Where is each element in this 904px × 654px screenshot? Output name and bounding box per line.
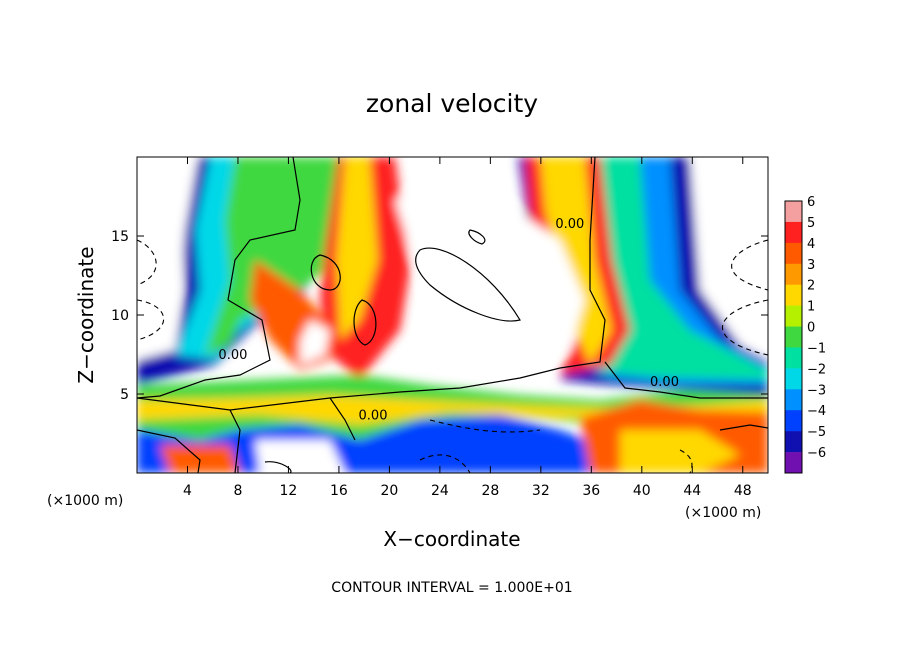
colorbar-label: 6 — [807, 195, 815, 210]
colorbar-label: 3 — [807, 258, 815, 273]
y-tick-label: 10 — [111, 308, 129, 324]
negative-contours — [137, 239, 768, 473]
colorbar-swatch — [785, 389, 802, 411]
colorbar-swatch — [785, 201, 802, 223]
x-tick-label: 40 — [633, 483, 651, 499]
x-tick-label: 28 — [481, 483, 499, 499]
contour-labels: 0.00 0.00 0.00 0.00 — [218, 217, 679, 423]
x-tick-label: 24 — [431, 483, 449, 499]
colorbar-label: 0 — [807, 321, 815, 336]
colorbar-swatch — [785, 305, 802, 327]
x-axis-label: X−coordinate — [383, 527, 520, 551]
plot-area — [137, 157, 768, 473]
x-tick-label: 48 — [734, 483, 752, 499]
colorbar: 6 5 4 3 2 1 0 −1 −2 −3 −4 −5 −6 — [784, 195, 826, 474]
x-tick-label: 12 — [280, 483, 298, 499]
y-tick-label: 5 — [120, 387, 129, 403]
colorbar-swatch — [785, 431, 802, 453]
colorbar-label: −6 — [807, 446, 826, 461]
contour-lines — [137, 157, 768, 473]
contour-label: 0.00 — [218, 348, 247, 363]
colorbar-swatch — [785, 368, 802, 390]
colorbar-label: 4 — [807, 237, 815, 252]
y-axis-label: Z−coordinate — [74, 246, 98, 383]
colorbar-frame — [784, 200, 803, 474]
colorbar-swatch — [785, 347, 802, 369]
colorbar-label: 2 — [807, 279, 815, 294]
x-unit-right: (×1000 m) — [685, 505, 761, 521]
x-unit-left: (×1000 m) — [47, 493, 123, 509]
contour-label: 0.00 — [555, 217, 584, 232]
colorbar-label: 5 — [807, 216, 815, 231]
colorbar-swatch — [785, 410, 802, 432]
colorbar-swatch — [785, 221, 802, 244]
colorbar-swatch — [785, 242, 802, 265]
x-tick-label: 36 — [582, 483, 600, 499]
x-axis-ticks: 4 8 12 16 20 24 28 32 36 40 44 48 — [183, 157, 752, 499]
x-tick-label: 4 — [183, 483, 192, 499]
colorbar-label: −5 — [807, 425, 826, 440]
y-tick-label: 15 — [111, 229, 129, 245]
colorbar-swatch — [785, 263, 802, 285]
colorbar-swatch — [785, 284, 802, 306]
contour-interval-note: CONTOUR INTERVAL = 1.000E+01 — [331, 580, 572, 596]
y-axis-ticks: 5 10 15 — [111, 229, 768, 403]
x-tick-label: 8 — [233, 483, 242, 499]
chart-title: zonal velocity — [366, 89, 538, 118]
x-tick-label: 32 — [532, 483, 550, 499]
colorbar-label: −3 — [807, 383, 826, 398]
colorbar-label: −2 — [807, 362, 826, 377]
colorbar-swatch — [785, 326, 802, 348]
x-tick-label: 20 — [380, 483, 398, 499]
contour-label: 0.00 — [359, 408, 388, 423]
colorbar-label: −1 — [807, 341, 826, 356]
x-tick-label: 16 — [330, 483, 348, 499]
color-field — [137, 157, 768, 473]
x-tick-label: 44 — [683, 483, 701, 499]
contour-label: 0.00 — [650, 375, 679, 390]
colorbar-label: 1 — [807, 300, 815, 315]
colorbar-swatch — [785, 452, 802, 474]
colorbar-label: −4 — [807, 404, 826, 419]
